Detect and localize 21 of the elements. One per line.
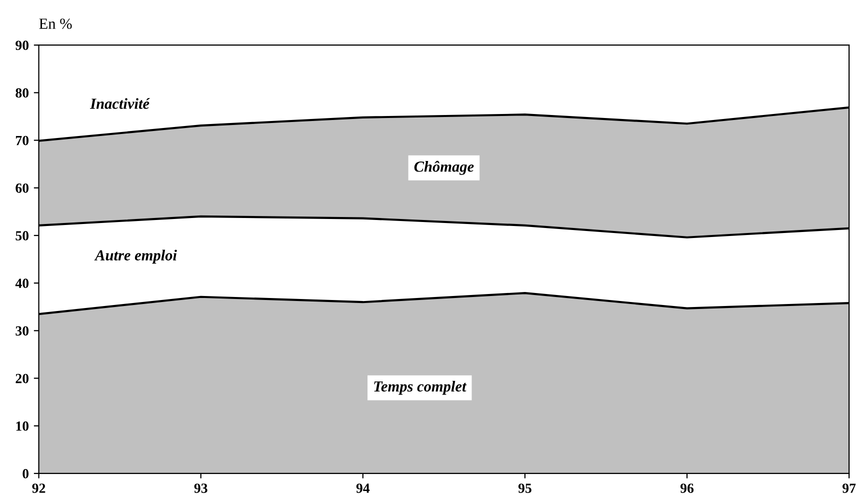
x-tick-label: 93	[194, 484, 208, 493]
y-tick-label: 80	[16, 88, 29, 98]
y-tick-label: 90	[16, 40, 29, 50]
x-tick-label: 96	[680, 484, 694, 493]
x-tick-label: 92	[32, 484, 46, 493]
x-tick-label: 94	[356, 484, 370, 493]
series-label: Chômage	[414, 160, 474, 175]
y-tick-label: 50	[16, 231, 29, 240]
y-tick-label: 10	[16, 421, 29, 431]
annotation: Inactivité	[90, 98, 150, 109]
series-label: Temps complet	[374, 380, 467, 395]
y-tick-label: 40	[15, 278, 29, 288]
y-tick-label: 20	[16, 374, 29, 384]
y-axis-title: En %	[39, 18, 72, 29]
x-tick-label: 95	[518, 484, 532, 493]
y-tick-label: 60	[16, 183, 29, 193]
x-tick-label: 97	[842, 484, 856, 493]
y-tick-label: 30	[16, 326, 29, 336]
y-tick-label: 0	[22, 469, 29, 478]
series-label: Autre emploi	[94, 250, 177, 264]
y-tick-label: 70	[16, 136, 29, 146]
